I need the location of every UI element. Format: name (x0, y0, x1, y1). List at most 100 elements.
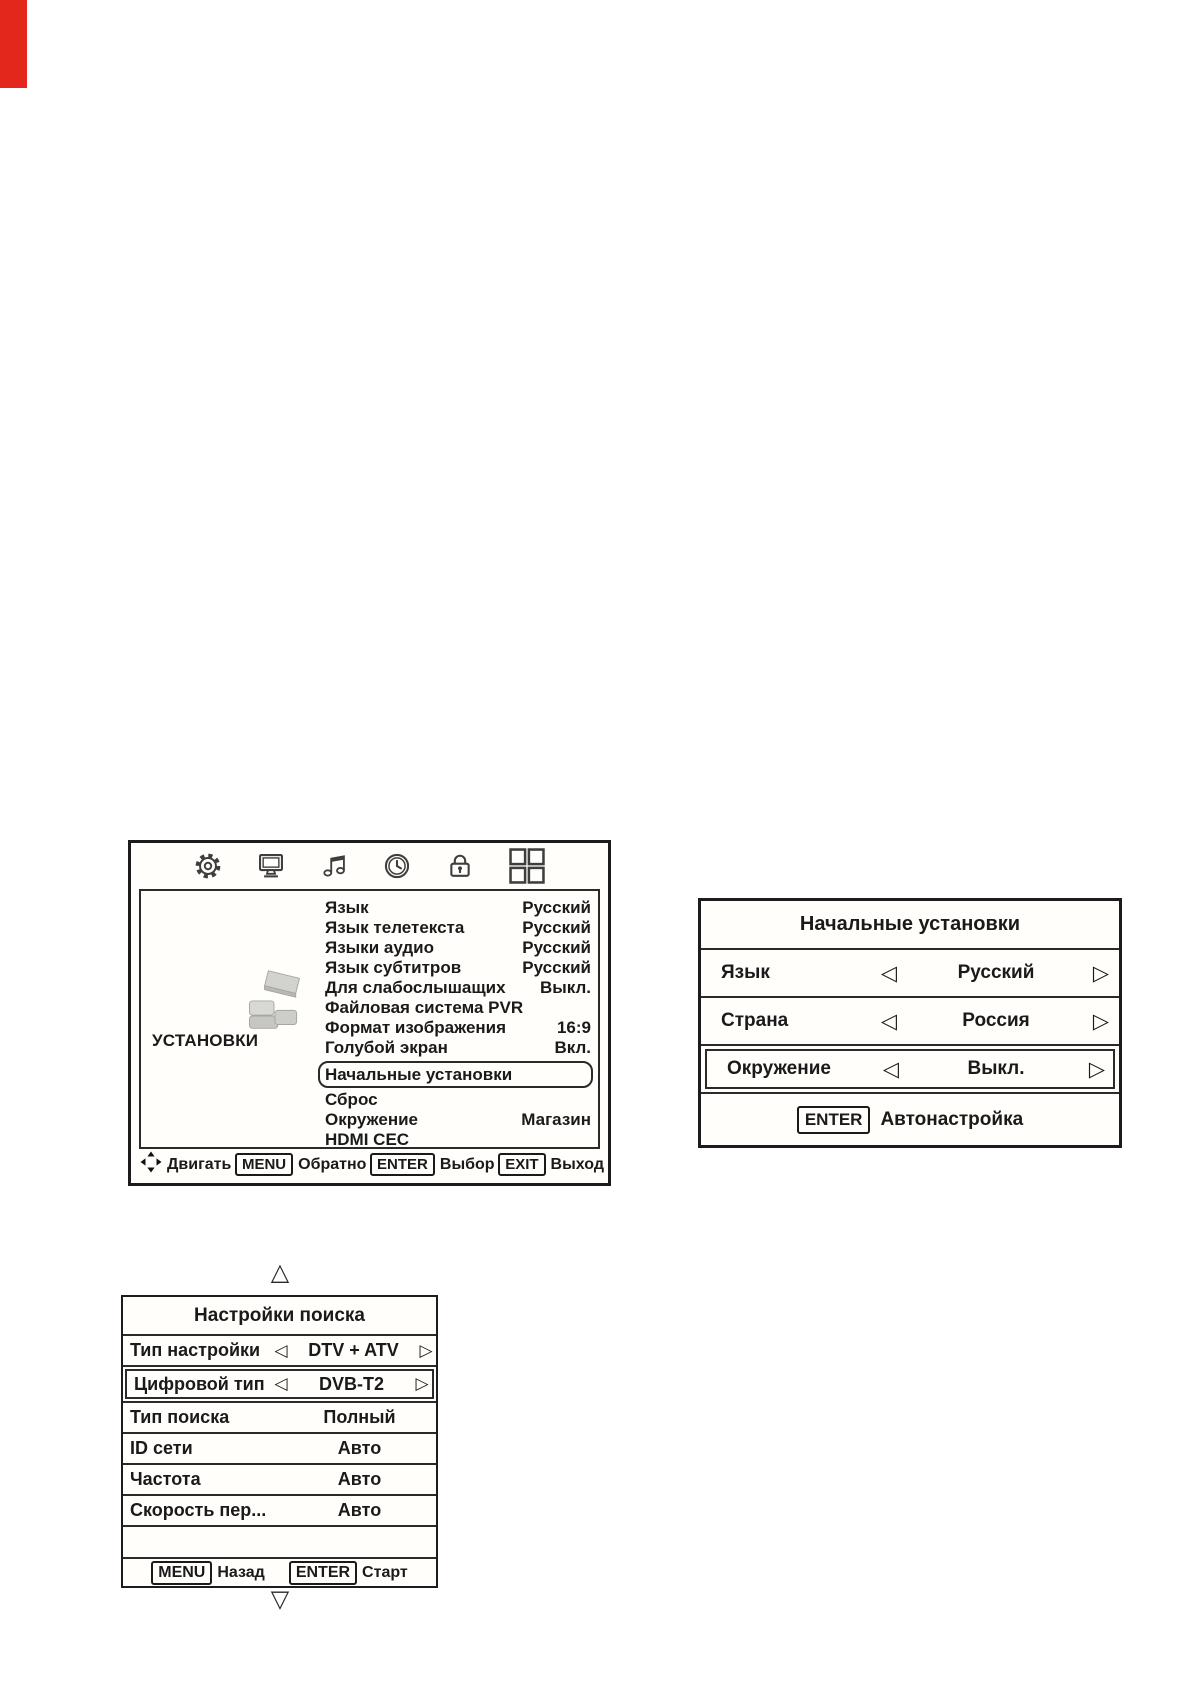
menu-item-label: HDMI CEC (325, 1130, 410, 1149)
setting-value: DTV + ATV (308, 1340, 399, 1360)
menu-item-value: Русский (522, 938, 591, 957)
menu-item-hearing-impaired[interactable]: Для слабослышащих Выкл. (325, 978, 593, 998)
menu-item-subtitle-language[interactable]: Язык субтитров Русский (325, 958, 593, 978)
setting-row-tune-type[interactable]: Тип настройки ◁ DTV + ATV ▷ (123, 1334, 436, 1365)
hint-move-label: Двигать (167, 1155, 232, 1173)
settings-menu-panel: УСТАНОВКИ Язык (128, 840, 611, 1186)
left-arrow-icon[interactable]: ◁ (274, 1374, 288, 1393)
panel-title: Настройки поиска (194, 1304, 365, 1326)
right-arrow-icon[interactable]: ▷ (419, 1340, 433, 1360)
menu-item-label: Начальные установки (325, 1064, 513, 1084)
right-arrow-icon[interactable]: ▷ (1092, 1009, 1110, 1033)
menu-item-label: Язык (325, 898, 369, 917)
menu-item-hdmi-cec[interactable]: HDMI CEC (325, 1130, 593, 1150)
initial-setup-panel: Начальные установки Язык ◁ Русский ▷ Стр… (698, 898, 1122, 1148)
clock-icon[interactable] (382, 851, 412, 881)
key-hints-bar: Двигать MENU Обратно ENTER Выбор EXIT Вы… (131, 1146, 608, 1183)
setting-row-search-type[interactable]: Тип поиска Полный (123, 1401, 436, 1432)
hint-exit: EXIT Выход (498, 1153, 604, 1176)
menu-item-value: Русский (522, 918, 591, 937)
menu-item-teletext-language[interactable]: Язык телетекста Русский (325, 918, 593, 938)
enter-key: ENTER (796, 1105, 871, 1134)
menu-item-initial-setup-selected[interactable]: Начальные установки (318, 1061, 593, 1088)
hint-enter-label: Выбор (439, 1155, 495, 1173)
autotune-hint-row[interactable]: ENTER Автонастройка (701, 1092, 1119, 1145)
setting-row-frequency[interactable]: Частота Авто (123, 1463, 436, 1494)
menu-item-label: Язык субтитров (325, 958, 462, 977)
settings-boxes-icon (245, 967, 303, 1038)
setting-row-digital-type-selected[interactable]: Цифровой тип ◁ DVB-T2 ▷ (123, 1365, 436, 1401)
move-arrows-icon (140, 1151, 162, 1178)
scan-artifact-red-mark (0, 0, 27, 88)
setting-row-country[interactable]: Страна ◁ Россия ▷ (701, 996, 1119, 1044)
menu-item-label: Файловая система PVR (325, 998, 524, 1017)
key-hints-bar: MENU Назад ENTER Старт (123, 1557, 436, 1586)
menu-item-label: Языки аудио (325, 938, 434, 957)
left-arrow-icon[interactable]: ◁ (882, 1057, 900, 1081)
setting-value: Авто (337, 1438, 382, 1458)
search-settings-panel: Настройки поиска Тип настройки ◁ DTV + A… (121, 1295, 438, 1588)
menu-item-audio-languages[interactable]: Языки аудио Русский (325, 938, 593, 958)
enter-key: ENTER (370, 1153, 435, 1176)
setting-label: Частота (130, 1469, 201, 1489)
setting-label: Язык (721, 962, 770, 983)
left-arrow-icon[interactable]: ◁ (880, 961, 898, 985)
menu-item-label: Язык телетекста (325, 918, 465, 937)
scroll-down-icon[interactable]: ▽ (270, 1586, 290, 1613)
menu-item-reset[interactable]: Сброс (325, 1090, 593, 1110)
menu-item-language[interactable]: Язык Русский (325, 898, 593, 918)
menu-item-label: Сброс (325, 1090, 378, 1109)
hint-menu-label: Назад (217, 1563, 265, 1581)
menu-tab-bar (131, 843, 608, 889)
hint-menu: MENU Назад (151, 1560, 265, 1585)
menu-item-label: Для слабослышащих (325, 978, 506, 997)
sidebar-section-label: УСТАНОВКИ (152, 1031, 259, 1050)
left-arrow-icon[interactable]: ◁ (880, 1009, 898, 1033)
menu-item-pvr-file-system[interactable]: Файловая система PVR (325, 998, 593, 1018)
menu-item-value: Русский (522, 958, 591, 977)
menu-item-environment[interactable]: Окружение Магазин (325, 1110, 593, 1130)
setting-value: Полный (323, 1407, 396, 1427)
menu-item-value: Вкл. (554, 1038, 591, 1057)
setting-label: ID сети (130, 1438, 193, 1458)
gear-icon[interactable] (193, 851, 223, 881)
menu-item-value: Русский (522, 898, 591, 917)
hint-move: Двигать (140, 1151, 231, 1178)
left-arrow-icon[interactable]: ◁ (274, 1340, 288, 1360)
monitor-icon[interactable] (256, 851, 286, 881)
scroll-up-icon[interactable]: △ (270, 1259, 290, 1286)
right-arrow-icon[interactable]: ▷ (415, 1374, 429, 1393)
music-icon[interactable] (319, 851, 349, 881)
hint-enter: ENTER Старт (288, 1560, 408, 1585)
setting-value: Выкл. (967, 1058, 1025, 1079)
setting-value: Авто (337, 1500, 382, 1520)
setting-label: Тип настройки (130, 1340, 261, 1360)
menu-item-aspect-ratio[interactable]: Формат изображения 16:9 (325, 1018, 593, 1038)
setting-value: Русский (957, 962, 1035, 983)
setting-row-language[interactable]: Язык ◁ Русский ▷ (701, 948, 1119, 996)
grid-icon[interactable] (508, 847, 546, 885)
hint-enter-label: Старт (362, 1563, 408, 1581)
hint-enter: ENTER Выбор (370, 1153, 495, 1176)
menu-item-value: Выкл. (539, 978, 591, 997)
menu-item-blue-screen[interactable]: Голубой экран Вкл. (325, 1038, 593, 1058)
setting-label: Страна (721, 1010, 789, 1031)
right-arrow-icon[interactable]: ▷ (1088, 1057, 1106, 1081)
setting-label: Тип поиска (130, 1407, 230, 1427)
right-arrow-icon[interactable]: ▷ (1092, 961, 1110, 985)
hint-menu: MENU Обратно (234, 1153, 366, 1176)
setting-row-network-id[interactable]: ID сети Авто (123, 1432, 436, 1463)
setting-value: DVB-T2 (318, 1373, 384, 1394)
menu-item-label: Голубой экран (325, 1038, 448, 1057)
lock-icon[interactable] (445, 851, 475, 881)
settings-menu-body: УСТАНОВКИ Язык (139, 889, 600, 1149)
settings-menu-list: Язык Русский Язык телетекста Русский Язы… (318, 891, 598, 1150)
setting-row-environment-selected[interactable]: Окружение ◁ Выкл. ▷ (701, 1044, 1119, 1092)
menu-item-label: Окружение (325, 1110, 419, 1129)
panel-title: Начальные установки (799, 913, 1021, 935)
setting-row-symbol-rate[interactable]: Скорость пер... Авто (123, 1494, 436, 1525)
menu-item-value: Магазин (521, 1110, 591, 1129)
setting-value: Россия (962, 1010, 1030, 1031)
hint-exit-label: Выход (550, 1155, 604, 1173)
